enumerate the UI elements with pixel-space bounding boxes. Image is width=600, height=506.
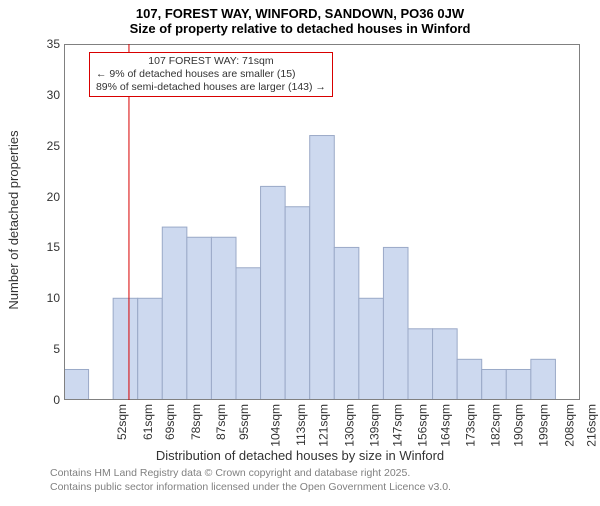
callout-box: 107 FOREST WAY: 71sqm ← 9% of detached h…: [89, 52, 333, 97]
y-tick: 15: [30, 240, 60, 254]
x-tick: 164sqm: [438, 404, 452, 447]
x-tick: 113sqm: [293, 404, 307, 446]
x-tick: 95sqm: [237, 404, 251, 440]
y-axis-label: Number of detached properties: [6, 41, 21, 220]
x-tick: 69sqm: [163, 404, 177, 440]
title-line-2: Size of property relative to detached ho…: [0, 21, 600, 36]
chart-area: [64, 44, 580, 400]
x-tick: 104sqm: [269, 404, 283, 447]
x-tick: 156sqm: [416, 404, 430, 447]
x-tick: 130sqm: [342, 404, 356, 447]
y-tick: 35: [30, 37, 60, 51]
y-tick: 20: [30, 190, 60, 204]
x-tick: 147sqm: [390, 404, 404, 447]
callout-line-2: ← 9% of detached houses are smaller (15): [96, 68, 326, 81]
callout-line-3: 89% of semi-detached houses are larger (…: [96, 81, 326, 94]
y-tick: 0: [30, 393, 60, 407]
x-tick: 139sqm: [368, 404, 382, 447]
x-tick: 208sqm: [563, 404, 577, 447]
histogram-svg: [64, 44, 580, 400]
y-tick: 30: [30, 88, 60, 102]
y-tick: 10: [30, 291, 60, 305]
x-tick: 52sqm: [115, 404, 129, 440]
title-line-1: 107, FOREST WAY, WINFORD, SANDOWN, PO36 …: [0, 6, 600, 21]
x-tick: 78sqm: [189, 404, 203, 440]
callout-line-1: 107 FOREST WAY: 71sqm: [96, 55, 326, 68]
x-tick: 173sqm: [464, 404, 478, 447]
x-axis-label: Distribution of detached houses by size …: [0, 448, 600, 463]
x-tick: 121sqm: [317, 404, 331, 447]
y-tick: 25: [30, 139, 60, 153]
x-tick: 87sqm: [214, 404, 228, 440]
x-tick: 216sqm: [585, 404, 599, 447]
y-tick: 5: [30, 342, 60, 356]
footnote: Contains HM Land Registry data © Crown c…: [50, 467, 600, 494]
x-tick: 190sqm: [512, 404, 526, 447]
x-tick: 182sqm: [489, 404, 503, 447]
x-tick: 199sqm: [537, 404, 551, 447]
x-tick: 61sqm: [141, 404, 155, 440]
